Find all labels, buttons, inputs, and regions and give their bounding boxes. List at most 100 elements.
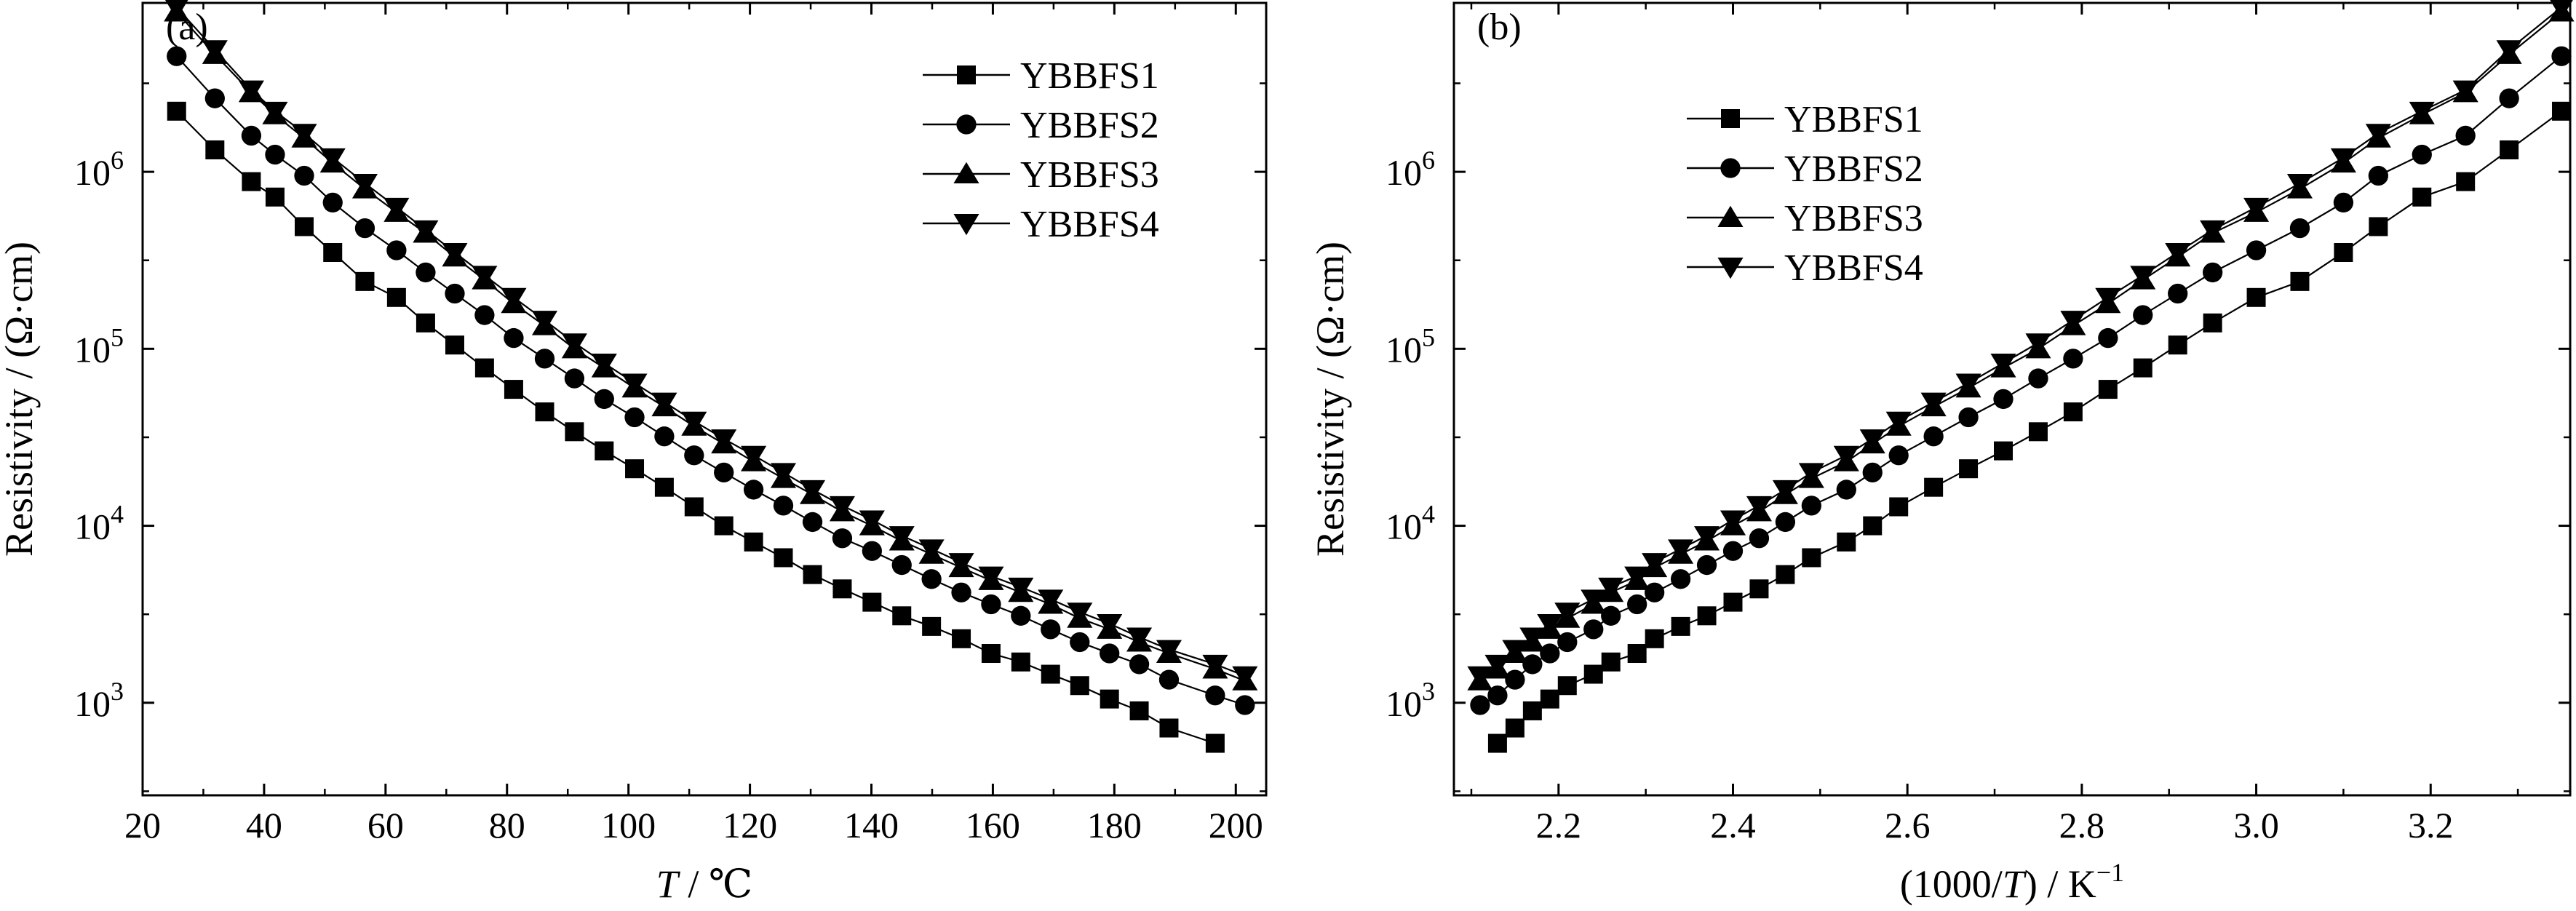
data-point — [1159, 718, 1179, 738]
data-point — [351, 174, 378, 196]
data-point — [2412, 144, 2432, 165]
data-point — [829, 496, 856, 518]
series-ybbfs2 — [1470, 46, 2572, 715]
data-point — [2330, 148, 2356, 170]
data-point — [744, 532, 763, 552]
data-point — [1156, 640, 1182, 661]
data-point — [2203, 313, 2222, 333]
data-point — [565, 422, 584, 442]
data-point — [2496, 40, 2522, 62]
data-point — [1693, 526, 1720, 548]
data-point — [564, 368, 585, 389]
data-point — [295, 217, 314, 236]
y-tick-label: 105 — [1386, 322, 1435, 370]
data-point — [416, 313, 435, 333]
data-point — [800, 480, 826, 502]
data-point — [1537, 614, 1563, 636]
data-point — [2098, 327, 2118, 349]
data-point — [1126, 627, 1153, 649]
data-point — [1487, 685, 1508, 706]
data-point — [1644, 582, 1665, 602]
data-point — [1158, 669, 1180, 690]
data-point — [711, 429, 737, 451]
data-point — [238, 80, 264, 102]
data-point — [2550, 0, 2573, 20]
data-point — [2369, 217, 2388, 236]
legend: YBBFS1 YBBFS2 YBBFS3 YBBFS4 — [923, 55, 1159, 245]
data-point — [1502, 640, 1528, 661]
data-point — [1863, 516, 1883, 536]
data-point — [1670, 569, 1691, 589]
data-point — [1722, 541, 1744, 561]
data-point — [1129, 654, 1150, 675]
data-point — [1100, 643, 1120, 664]
data-point — [242, 172, 261, 191]
data-point — [1583, 664, 1603, 684]
data-point — [774, 548, 793, 568]
data-point — [205, 140, 225, 159]
data-point — [1097, 614, 1123, 636]
y-tick-label: 106 — [74, 146, 124, 193]
data-point — [2500, 140, 2519, 159]
data-point — [1836, 480, 1856, 500]
data-point — [651, 392, 677, 414]
data-point — [323, 243, 343, 263]
x-axis-label: (1000/T) / K−1 — [1900, 858, 2124, 906]
data-point — [2063, 402, 2083, 422]
legend-marker — [953, 214, 979, 236]
data-point — [1067, 602, 1093, 624]
plot-frame — [141, 1, 1268, 797]
data-point — [241, 125, 262, 146]
data-point — [474, 358, 494, 378]
data-point — [442, 243, 468, 265]
data-point — [2060, 311, 2086, 333]
panel-label: (b) — [1477, 7, 1522, 48]
data-point — [1723, 592, 1743, 612]
data-point — [1993, 389, 2014, 410]
data-point — [741, 445, 767, 468]
data-point — [2243, 197, 2270, 220]
data-point — [2168, 335, 2187, 355]
data-point — [1129, 701, 1149, 720]
data-point — [803, 565, 822, 584]
legend-marker — [957, 65, 976, 84]
x-tick-label: 20 — [124, 805, 161, 846]
data-point — [1749, 579, 1769, 599]
data-point — [504, 327, 524, 349]
data-point — [1720, 510, 1746, 532]
data-point — [1696, 554, 1717, 576]
data-point — [2452, 80, 2478, 102]
series-ybbfs3 — [1467, 0, 2575, 691]
series-ybbfs2 — [167, 46, 1255, 715]
legend-marker — [1721, 109, 1740, 128]
y-tick-label: 106 — [1386, 146, 1435, 193]
data-point — [1041, 664, 1060, 684]
data-point — [624, 407, 645, 428]
data-point — [922, 616, 942, 636]
data-point — [355, 271, 375, 291]
data-point — [1627, 644, 1647, 664]
data-point — [167, 101, 186, 121]
data-point — [862, 592, 882, 612]
data-point — [889, 526, 915, 548]
data-point — [1581, 589, 1607, 611]
series-ybbfs4 — [1467, 0, 2573, 688]
data-point — [714, 462, 734, 483]
data-point — [561, 333, 587, 355]
data-point — [1070, 632, 1090, 653]
x-tick-label: 3.0 — [2233, 805, 2279, 846]
data-point — [1776, 565, 1795, 584]
data-point — [2246, 287, 2266, 307]
data-point — [445, 283, 465, 304]
data-point — [1205, 733, 1225, 753]
data-point — [416, 262, 436, 283]
data-point — [472, 266, 498, 287]
data-point — [802, 512, 823, 533]
data-point — [2499, 88, 2519, 108]
data-point — [1924, 477, 1944, 497]
data-point — [534, 349, 555, 369]
data-point — [2165, 243, 2191, 265]
data-point — [1889, 497, 1909, 517]
data-point — [1487, 733, 1507, 753]
x-tick-label: 2.4 — [1710, 805, 1756, 846]
